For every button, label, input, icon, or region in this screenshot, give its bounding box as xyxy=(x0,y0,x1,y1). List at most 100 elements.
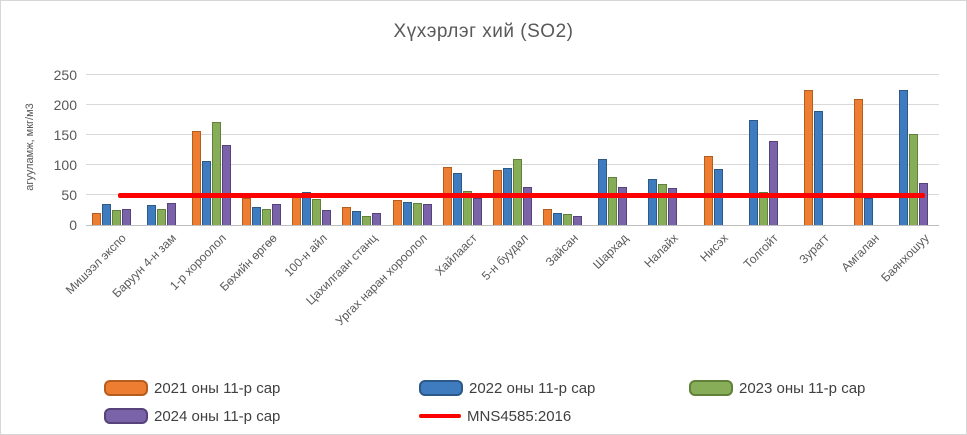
x-category-label: Нисэх xyxy=(697,231,732,265)
legend-label: 2021 оны 11-р сар xyxy=(154,379,281,397)
bar xyxy=(292,196,302,225)
y-tick-label: 250 xyxy=(53,67,77,83)
bar xyxy=(573,216,583,225)
category-group xyxy=(237,75,287,225)
category-group xyxy=(337,75,387,225)
bar xyxy=(221,145,231,225)
x-category-label: Зайсан xyxy=(542,231,581,270)
bar xyxy=(768,141,778,225)
bar xyxy=(563,214,573,225)
category-group xyxy=(889,75,939,225)
bar xyxy=(668,187,678,225)
bar xyxy=(156,208,166,225)
bar xyxy=(598,159,608,225)
legend-entry-series-2: 2023 оны 11-р сар xyxy=(689,377,865,399)
bar xyxy=(512,159,522,225)
bar xyxy=(658,184,668,225)
y-tick-label: 200 xyxy=(53,97,77,113)
legend-label: 2022 оны 11-р сар xyxy=(469,379,596,397)
legend-label: 2023 оны 11-р сар xyxy=(739,379,866,397)
legend-entry-ref-line: MNS4585:2016 xyxy=(419,405,571,427)
legend-label: MNS4585:2016 xyxy=(467,407,572,425)
legend-entry-series-1: 2022 оны 11-р сар xyxy=(419,377,595,399)
bar xyxy=(919,183,929,225)
bar xyxy=(322,210,332,225)
bar xyxy=(608,177,618,225)
bar xyxy=(101,204,111,225)
bar xyxy=(748,120,758,225)
bar xyxy=(422,204,432,225)
bar xyxy=(272,204,282,225)
bar xyxy=(342,207,352,225)
x-category-label: Толгойт xyxy=(741,231,782,272)
bar xyxy=(648,178,658,225)
category-group xyxy=(588,75,638,225)
bar xyxy=(262,208,272,225)
category-group xyxy=(86,75,136,225)
bar xyxy=(553,213,563,225)
x-category-label: 5-н буудал xyxy=(478,231,531,283)
category-group xyxy=(186,75,236,225)
gridline xyxy=(86,134,939,135)
x-category-label: Зурагт xyxy=(795,231,832,267)
bar xyxy=(864,198,874,225)
bar xyxy=(909,133,919,225)
plot-area xyxy=(86,74,939,226)
bar xyxy=(252,207,262,225)
bar xyxy=(472,198,482,225)
category-group xyxy=(839,75,889,225)
bar xyxy=(91,213,101,225)
category-group xyxy=(638,75,688,225)
bar xyxy=(703,156,713,225)
legend-color-swatch xyxy=(104,380,148,396)
bar xyxy=(191,131,201,225)
bar xyxy=(166,202,176,225)
y-tick-label: 0 xyxy=(69,217,77,233)
legend-label: 2024 оны 11-р сар xyxy=(154,407,281,425)
legend-color-swatch xyxy=(104,408,148,424)
bar xyxy=(452,172,462,225)
bar xyxy=(402,201,412,225)
x-category-label: Шархад xyxy=(589,231,631,272)
bar xyxy=(899,90,909,225)
bars-row xyxy=(86,75,939,225)
legend-color-swatch xyxy=(689,380,733,396)
bar xyxy=(543,208,553,225)
reference-line-mns xyxy=(118,192,925,198)
bar xyxy=(362,216,372,225)
bar xyxy=(111,210,121,225)
gridline xyxy=(86,74,939,75)
bar xyxy=(803,90,813,225)
legend-line-swatch xyxy=(419,414,461,418)
category-group xyxy=(136,75,186,225)
legend-entry-series-0: 2021 оны 11-р сар xyxy=(104,377,280,399)
x-category-label: Налайх xyxy=(641,231,681,271)
y-tick-label: 100 xyxy=(53,157,77,173)
x-category-label: Амгалан xyxy=(838,231,882,275)
bar xyxy=(813,111,823,225)
bar xyxy=(121,208,131,225)
category-group xyxy=(387,75,437,225)
bar xyxy=(352,210,362,225)
category-group xyxy=(437,75,487,225)
category-group xyxy=(688,75,738,225)
x-category-label: 100-н айл xyxy=(281,231,330,280)
category-group xyxy=(738,75,788,225)
gridline xyxy=(86,164,939,165)
bar xyxy=(522,186,532,225)
category-group xyxy=(788,75,838,225)
category-group xyxy=(538,75,588,225)
chart-title: Хүхэрлэг хий (SO2) xyxy=(393,21,574,42)
bar xyxy=(412,203,422,225)
bar xyxy=(146,205,156,225)
y-tick-label: 50 xyxy=(61,187,77,203)
bar xyxy=(211,121,221,225)
bar xyxy=(312,199,322,225)
x-category-label: Хайлааст xyxy=(432,231,481,279)
bar xyxy=(372,213,382,225)
category-group xyxy=(487,75,537,225)
x-category-label: Ургах наран хороолол xyxy=(332,231,431,329)
bar xyxy=(854,99,864,225)
chart-legend: 2021 оны 11-р сар 2022 оны 11-р сар 2023 о… xyxy=(1,375,966,433)
